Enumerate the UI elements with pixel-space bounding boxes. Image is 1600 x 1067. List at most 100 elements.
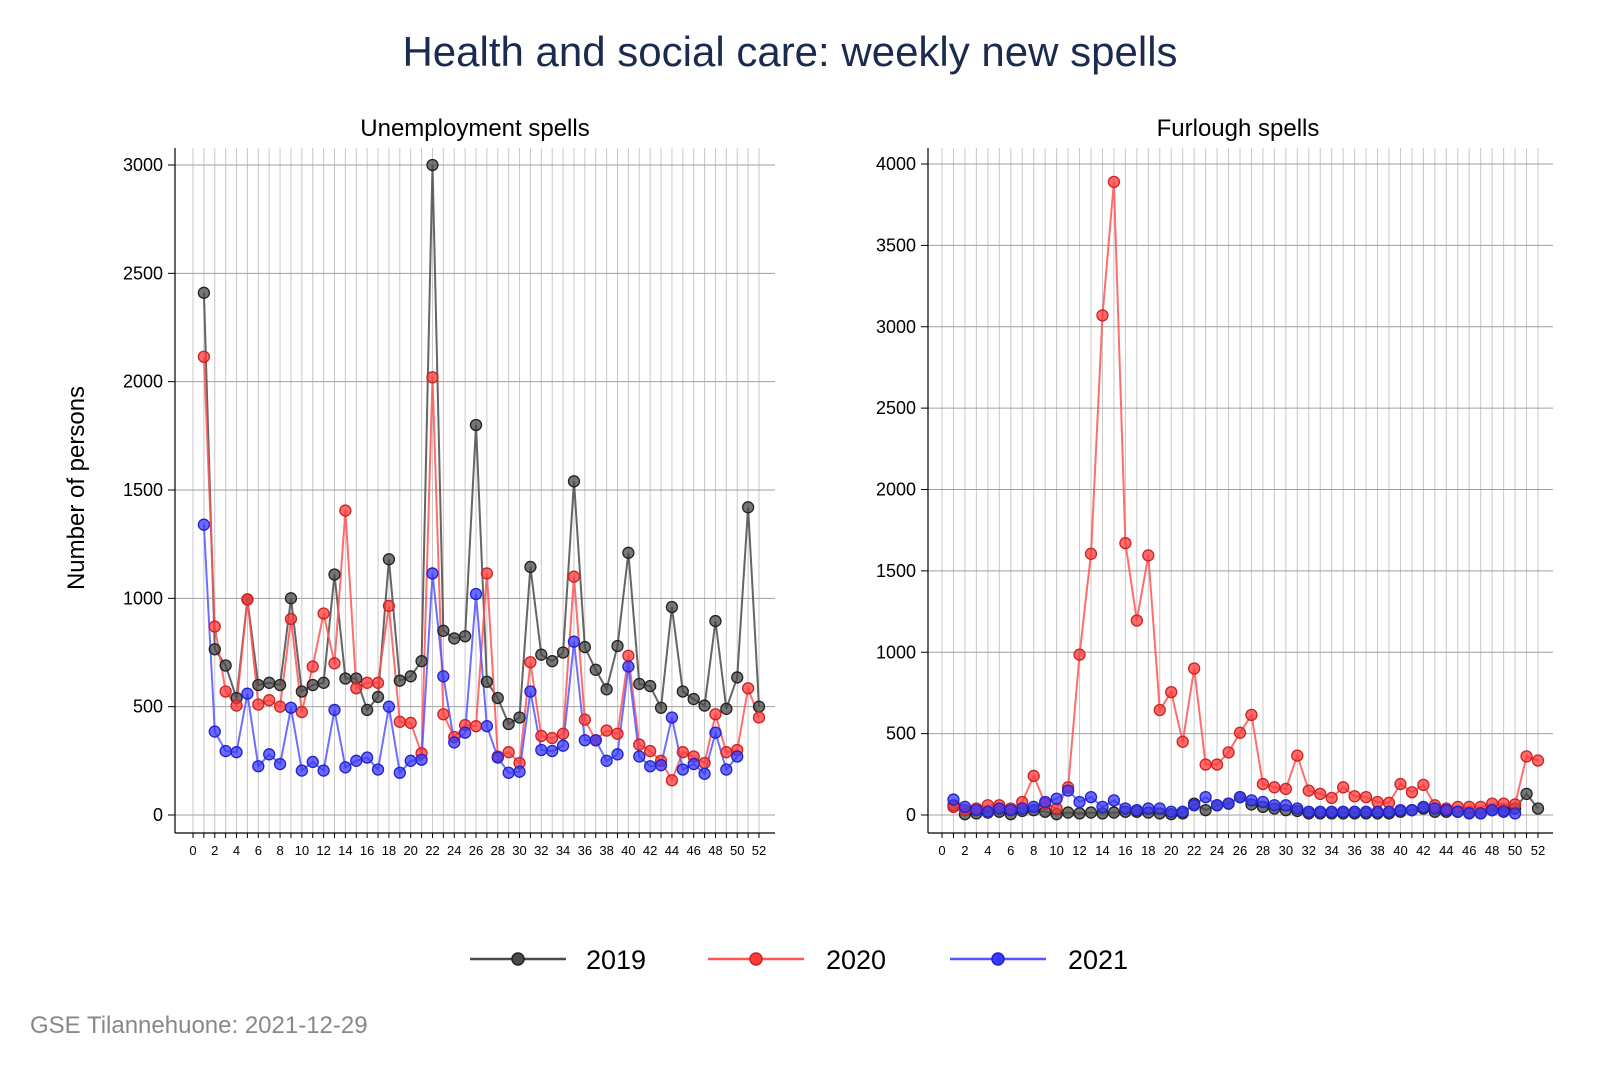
furlough-point-2020 <box>1405 786 1419 799</box>
unemployment-point-2019 <box>469 418 483 432</box>
unemployment-point-2020 <box>567 570 581 583</box>
unemployment-point-2020 <box>350 682 363 695</box>
unemployment-x-tick-label: 42 <box>643 843 657 858</box>
unemployment-point-2020 <box>273 700 287 713</box>
unemployment-panel-title: Unemployment spells <box>360 115 589 142</box>
unemployment-point-2020 <box>676 746 689 759</box>
unemployment-point-2020 <box>600 724 613 737</box>
furlough-point-2020 <box>1130 614 1143 627</box>
furlough-y-tick-label: 4000 <box>876 154 916 174</box>
unemployment-x-tick-label: 46 <box>686 843 700 858</box>
unemployment-point-2020 <box>426 371 439 384</box>
unemployment-point-2021 <box>306 755 319 769</box>
furlough-point-2021 <box>1188 799 1201 812</box>
unemployment-x-tick-label: 52 <box>752 843 766 858</box>
furlough-point-2021 <box>1142 802 1155 815</box>
furlough-point-2020 <box>1222 746 1235 759</box>
unemployment-x-tick-label: 10 <box>295 843 309 858</box>
unemployment-point-2021 <box>676 763 689 776</box>
unemployment-point-2019 <box>448 632 461 645</box>
unemployment-point-2020 <box>317 607 330 620</box>
unemployment-point-2021 <box>208 725 221 738</box>
furlough-panel-title: Furlough spells <box>1157 115 1320 142</box>
unemployment-point-2019 <box>437 624 450 637</box>
furlough-point-2020 <box>1268 781 1281 794</box>
furlough-y-tick-label: 2000 <box>876 480 916 500</box>
furlough-point-2020 <box>1291 749 1304 762</box>
unemployment-point-2020 <box>469 720 483 733</box>
unemployment-point-2021 <box>448 736 461 749</box>
unemployment-point-2019 <box>611 639 624 653</box>
furlough-point-2020 <box>1417 778 1430 792</box>
furlough-point-2021 <box>958 800 972 814</box>
unemployment-point-2019 <box>317 676 330 689</box>
unemployment-x-tick-label: 16 <box>360 843 374 858</box>
furlough-x-tick-label: 4 <box>984 843 991 858</box>
unemployment-point-2019 <box>698 699 711 712</box>
furlough-point-2021 <box>1428 802 1441 815</box>
unemployment-point-2020 <box>241 593 254 606</box>
furlough-x-tick-label: 28 <box>1256 843 1270 858</box>
furlough-point-2020 <box>1233 726 1247 739</box>
furlough-point-2021 <box>1165 805 1178 818</box>
furlough-point-2020 <box>1142 549 1155 562</box>
furlough-point-2021 <box>1474 807 1487 820</box>
unemployment-point-2019 <box>720 702 733 715</box>
unemployment-point-2019 <box>295 685 308 698</box>
unemployment-x-tick-label: 30 <box>512 843 526 858</box>
furlough-x-tick-label: 8 <box>1030 843 1037 858</box>
unemployment-point-2021 <box>382 700 396 713</box>
furlough-point-2021 <box>1027 800 1040 814</box>
furlough-point-2021 <box>1084 790 1098 804</box>
furlough-y-tick-label: 3500 <box>876 235 916 255</box>
furlough-point-2020 <box>1176 735 1189 748</box>
unemployment-point-2021 <box>546 744 559 758</box>
furlough-y-tick-label: 0 <box>906 805 916 825</box>
unemployment-point-2020 <box>698 756 711 770</box>
unemployment-point-2020 <box>382 599 396 613</box>
unemployment-point-2019 <box>393 674 406 687</box>
furlough-x-tick-label: 0 <box>938 843 945 858</box>
furlough-x-tick-label: 14 <box>1095 843 1109 858</box>
furlough-x-tick-label: 52 <box>1531 843 1545 858</box>
unemployment-point-2019 <box>219 659 232 672</box>
furlough-point-2020 <box>1520 750 1533 763</box>
legend-label-2020: 2020 <box>826 945 886 975</box>
unemployment-point-2019 <box>741 501 755 514</box>
unemployment-point-2020 <box>404 716 417 730</box>
furlough-point-2021 <box>1096 800 1109 814</box>
furlough-x-tick-label: 26 <box>1233 843 1247 858</box>
unemployment-point-2021 <box>230 746 243 759</box>
furlough-point-2021 <box>1371 805 1384 818</box>
furlough-y-tick-label: 1000 <box>876 642 916 662</box>
unemployment-point-2021 <box>197 518 211 531</box>
furlough-x-tick-label: 18 <box>1141 843 1155 858</box>
furlough-point-2020 <box>1337 781 1350 794</box>
unemployment-point-2019 <box>578 640 591 654</box>
furlough-point-2021 <box>1061 784 1075 797</box>
unemployment-point-2019 <box>284 592 298 605</box>
unemployment-point-2021 <box>622 660 635 673</box>
unemployment-point-2019 <box>404 670 417 683</box>
unemployment-point-2020 <box>361 676 374 689</box>
legend-marker-2019 <box>511 952 525 966</box>
unemployment-point-2021 <box>654 759 668 772</box>
furlough-x-tick-label: 40 <box>1393 843 1407 858</box>
unemployment-point-2020 <box>197 350 211 363</box>
furlough-point-2021 <box>1050 792 1063 805</box>
unemployment-x-tick-label: 34 <box>556 843 570 858</box>
furlough-point-2021 <box>1348 805 1361 818</box>
unemployment-point-2020 <box>535 729 548 743</box>
furlough-point-2019 <box>1107 806 1121 819</box>
unemployment-x-tick-label: 14 <box>338 843 352 858</box>
furlough-y-tick-label: 3000 <box>876 317 916 337</box>
legend-label-2019: 2019 <box>586 945 646 975</box>
furlough-point-2021 <box>1325 805 1338 818</box>
furlough-x-tick-label: 16 <box>1118 843 1132 858</box>
unemployment-point-2019 <box>524 560 537 574</box>
unemployment-x-tick-label: 20 <box>403 843 417 858</box>
furlough-x-tick-label: 24 <box>1210 843 1224 858</box>
furlough-point-2019 <box>1073 807 1086 820</box>
unemployment-x-tick-label: 50 <box>730 843 744 858</box>
unemployment-point-2020 <box>709 708 722 721</box>
